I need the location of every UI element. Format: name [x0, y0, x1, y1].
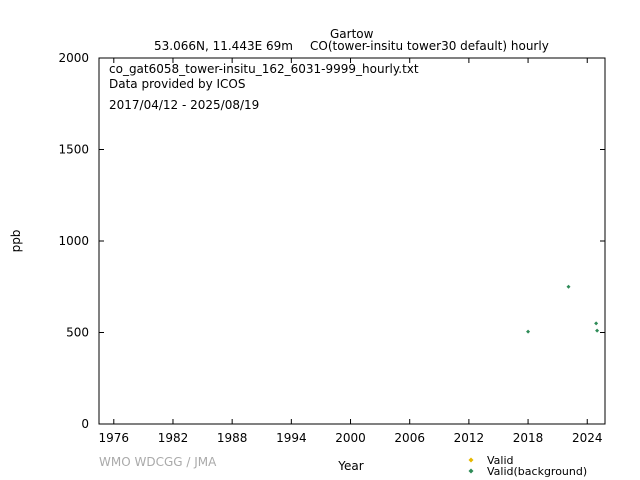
x-tick-label: 1976: [99, 431, 130, 445]
legend-marker: [468, 468, 474, 474]
x-tick-label: 2006: [394, 431, 425, 445]
series-title: CO(tower-insitu tower30 default) hourly: [310, 39, 549, 53]
x-tick-label: 2024: [572, 431, 603, 445]
data-period: 2017/04/12 - 2025/08/19: [109, 98, 260, 112]
plot-frame: [98, 57, 606, 425]
y-tick-label: 2000: [58, 51, 89, 65]
x-tick-label: 1988: [217, 431, 248, 445]
data-filename: co_gat6058_tower-insitu_162_6031-9999_ho…: [109, 62, 419, 76]
axis-ticks: 0 500 1000 1500 2000 1976 1982 1988 1994 2000 2006…: [58, 51, 605, 445]
x-axis-label: Year: [337, 459, 363, 473]
y-tick-label: 500: [66, 326, 89, 340]
data-layer: [521, 0, 600, 360]
y-tick-label: 1000: [58, 234, 89, 248]
legend-label: Valid(background): [487, 465, 587, 478]
station-name: Gartow: [330, 27, 374, 41]
data-provider: Data provided by ICOS: [109, 77, 246, 91]
outlier-point: [595, 328, 600, 333]
legend-marker: [468, 457, 474, 463]
y-tick-label: 0: [81, 417, 89, 431]
y-tick-label: 1500: [58, 143, 89, 157]
credit-text: WMO WDCGG / JMA: [99, 455, 217, 469]
x-tick-label: 2018: [513, 431, 544, 445]
legend-label: Valid: [487, 454, 514, 467]
station-location: 53.066N, 11.443E 69m: [154, 39, 293, 53]
x-tick-label: 1994: [276, 431, 307, 445]
x-tick-label: 1982: [158, 431, 189, 445]
x-tick-label: 2012: [454, 431, 485, 445]
outlier-point: [526, 329, 531, 334]
outlier-point: [566, 284, 571, 289]
y-axis-label: ppb: [9, 230, 23, 253]
x-tick-label: 2000: [335, 431, 366, 445]
outlier-point: [594, 321, 599, 326]
